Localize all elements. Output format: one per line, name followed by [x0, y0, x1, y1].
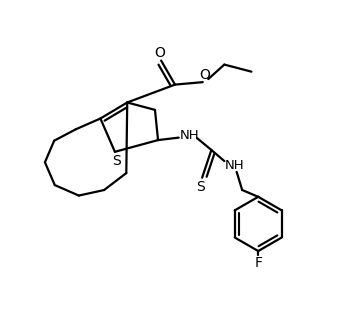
- Text: F: F: [254, 256, 262, 270]
- Text: NH: NH: [180, 129, 199, 142]
- Text: NH: NH: [224, 159, 244, 172]
- Text: S: S: [112, 154, 121, 168]
- Text: S: S: [196, 180, 205, 194]
- Text: O: O: [199, 68, 210, 82]
- Text: O: O: [154, 46, 165, 60]
